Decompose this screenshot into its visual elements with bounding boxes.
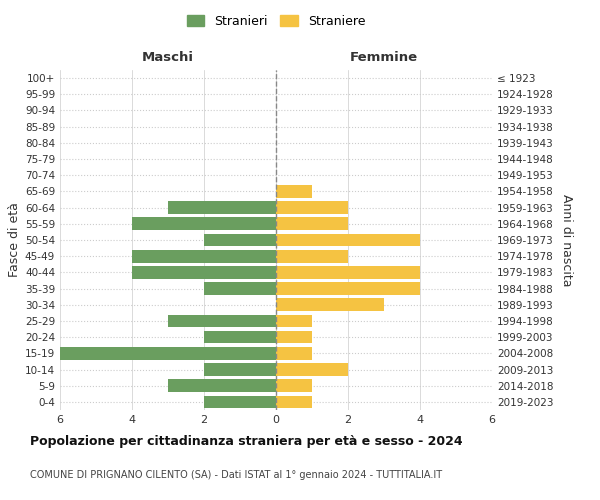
Bar: [204, 331, 276, 344]
Bar: [204, 396, 276, 408]
Bar: [276, 298, 384, 311]
Bar: [204, 282, 276, 295]
Bar: [132, 250, 276, 262]
Text: Maschi: Maschi: [142, 50, 194, 64]
Bar: [276, 250, 348, 262]
Text: COMUNE DI PRIGNANO CILENTO (SA) - Dati ISTAT al 1° gennaio 2024 - TUTTITALIA.IT: COMUNE DI PRIGNANO CILENTO (SA) - Dati I…: [30, 470, 442, 480]
Bar: [204, 234, 276, 246]
Bar: [204, 363, 276, 376]
Bar: [276, 234, 420, 246]
Bar: [276, 314, 312, 328]
Bar: [276, 363, 348, 376]
Bar: [276, 331, 312, 344]
Bar: [168, 314, 276, 328]
Bar: [276, 185, 312, 198]
Bar: [168, 202, 276, 214]
Bar: [132, 218, 276, 230]
Bar: [276, 380, 312, 392]
Bar: [168, 380, 276, 392]
Y-axis label: Anni di nascita: Anni di nascita: [560, 194, 573, 286]
Bar: [60, 347, 276, 360]
Bar: [276, 396, 312, 408]
Bar: [276, 282, 420, 295]
Bar: [276, 218, 348, 230]
Bar: [276, 202, 348, 214]
Bar: [276, 266, 420, 278]
Text: Femmine: Femmine: [350, 50, 418, 64]
Legend: Stranieri, Straniere: Stranieri, Straniere: [183, 11, 369, 32]
Bar: [276, 347, 312, 360]
Bar: [132, 266, 276, 278]
Text: Popolazione per cittadinanza straniera per età e sesso - 2024: Popolazione per cittadinanza straniera p…: [30, 435, 463, 448]
Y-axis label: Fasce di età: Fasce di età: [8, 202, 21, 278]
